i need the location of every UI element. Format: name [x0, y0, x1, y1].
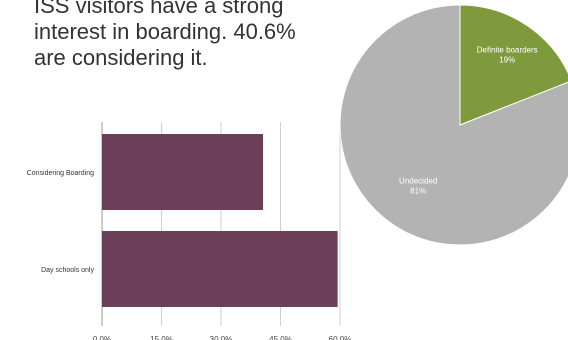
pie-slice — [459, 4, 568, 126]
pie-slice-label: Definite boarders — [477, 46, 538, 55]
x-tick-label: 0.0% — [93, 335, 111, 340]
headline-line-1: ISS visitors have a strong — [34, 0, 284, 18]
x-tick-label: 60.0% — [329, 335, 352, 340]
x-tick-label: 15.0% — [150, 335, 173, 340]
bar — [102, 134, 264, 210]
pie-slice-label: Undecided — [399, 177, 437, 186]
bar-category-label: Day schools only — [41, 267, 94, 274]
x-tick-label: 45.0% — [269, 335, 292, 340]
headline-line-3: are considering it. — [34, 45, 208, 70]
headline-line-2: interest in boarding. 40.6% — [34, 19, 296, 44]
pie-slice — [339, 4, 568, 246]
pie-slice-percent: 81% — [410, 187, 426, 196]
bar — [102, 231, 338, 307]
pie-slice-percent: 19% — [499, 56, 515, 65]
bar-category-label: Considering Boarding — [27, 170, 94, 177]
headline: ISS visitors have a strong interest in b… — [34, 0, 364, 71]
x-tick-label: 30.0% — [210, 335, 233, 340]
